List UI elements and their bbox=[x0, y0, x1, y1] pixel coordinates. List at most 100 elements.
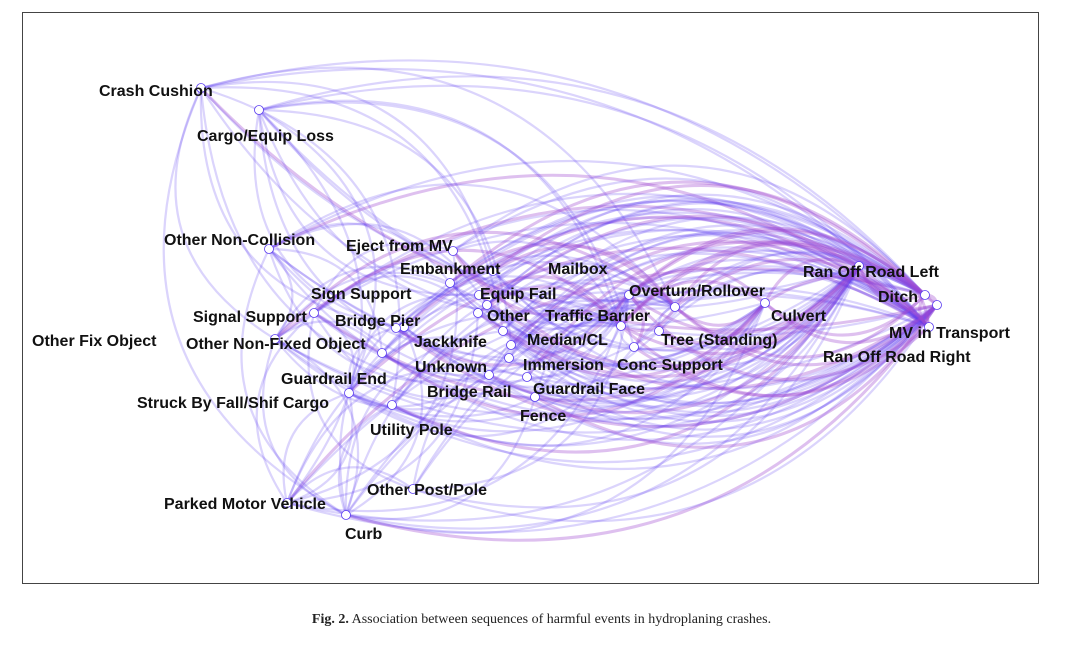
node-label-embankment: Embankment bbox=[400, 261, 501, 278]
edge-eject-from-mv-median-cl bbox=[451, 240, 623, 328]
edge-tree-standing-mv-in-transport bbox=[657, 303, 939, 383]
edge-other-non-collision-bridge-rail bbox=[267, 247, 491, 383]
edge-other-fix-object-ditch bbox=[273, 204, 927, 341]
edge-other-fix-object-traffic-barrier bbox=[273, 230, 677, 341]
node-layer bbox=[196, 83, 942, 520]
edge-other-fix-object-curb bbox=[261, 337, 348, 517]
edge-signal-support-ran-off-road-left bbox=[312, 264, 861, 402]
edge-guardrail-end-ran-off-road-right bbox=[380, 228, 931, 355]
edge-immersion-ran-off-road-right bbox=[507, 246, 931, 360]
edge-traffic-barrier-median-cl bbox=[619, 305, 677, 332]
edge-curb-utility-pole bbox=[337, 403, 394, 517]
edge-ran-off-road-right-overturn-rollover bbox=[627, 293, 931, 381]
node-other-fix-object bbox=[270, 334, 280, 344]
edge-immersion-overturn-rollover bbox=[507, 293, 631, 364]
edge-struck-by-fall-shif-cargo-sign-support bbox=[347, 293, 481, 395]
edge-cargo-equip-loss-ditch bbox=[257, 75, 927, 297]
edge-signal-support-overturn-rollover bbox=[312, 293, 631, 377]
node-overturn-rollover bbox=[624, 290, 634, 300]
edge-unknown-ditch bbox=[509, 224, 927, 347]
edge-utility-pole-ran-off-road-right bbox=[390, 252, 931, 407]
edge-immersion-mv-in-transport bbox=[507, 303, 939, 431]
node-label-other-non-collision: Other Non-Collision bbox=[164, 232, 315, 249]
edge-crash-cushion-ran-off-road-left bbox=[199, 86, 861, 303]
edge-other-overturn-rollover bbox=[476, 293, 631, 340]
edge-eject-from-mv-overturn-rollover bbox=[451, 249, 631, 318]
node-label-other-fix-object: Other Fix Object bbox=[32, 333, 157, 350]
edge-guardrail-end-ran-off-road-left bbox=[380, 264, 861, 423]
edge-jackknife-ditch bbox=[501, 216, 927, 333]
node-other bbox=[473, 308, 483, 318]
node-label-mv-in-transport: MV in Transport bbox=[889, 325, 1011, 342]
node-label-traffic-barrier: Traffic Barrier bbox=[545, 308, 650, 325]
edge-crash-cushion-traffic-barrier bbox=[199, 66, 677, 309]
edge-other-ran-off-road-left bbox=[476, 264, 861, 379]
edge-sign-support-ran-off-road-right bbox=[477, 208, 931, 329]
edge-ran-off-road-right-culvert bbox=[763, 275, 931, 329]
node-label-conc-support: Conc Support bbox=[617, 357, 723, 374]
edge-other-ran-off-road-right bbox=[476, 217, 931, 329]
node-other-non-fixed-object bbox=[391, 323, 401, 333]
edge-crash-cushion-ran-off-road-right bbox=[199, 67, 931, 329]
node-guardrail-face bbox=[522, 372, 532, 382]
node-label-guardrail-end: Guardrail End bbox=[281, 371, 387, 388]
edge-struck-by-fall-shif-cargo-other-non-fixed-object bbox=[347, 326, 398, 395]
node-label-culvert: Culvert bbox=[771, 308, 827, 325]
edge-bridge-rail-ran-off-road-left bbox=[487, 264, 861, 415]
node-label-fence: Fence bbox=[520, 408, 566, 425]
edge-unknown-overturn-rollover bbox=[509, 293, 631, 354]
edge-embankment-traffic-barrier bbox=[448, 242, 677, 309]
node-label-ran-off-road-left: Ran Off Road Left bbox=[803, 264, 940, 281]
edge-parked-motor-vehicle-guardrail-face bbox=[285, 366, 529, 505]
node-conc-support bbox=[629, 342, 639, 352]
edge-mailbox-ran-off-road-left bbox=[491, 264, 861, 352]
node-label-bridge-rail: Bridge Rail bbox=[427, 384, 511, 401]
node-struck-by-fall-shif-cargo bbox=[344, 388, 354, 398]
node-label-jackknife: Jackknife bbox=[414, 334, 487, 351]
edge-mv-in-transport-median-cl bbox=[619, 242, 939, 328]
node-tree-standing bbox=[654, 326, 664, 336]
edge-other-non-fixed-object-mv-in-transport bbox=[394, 303, 939, 429]
edge-ditch-ran-off-road-left bbox=[857, 264, 927, 301]
edge-bridge-pier-culvert bbox=[402, 301, 767, 398]
edge-struck-by-fall-shif-cargo-mv-in-transport bbox=[347, 303, 939, 464]
edge-struck-by-fall-shif-cargo-median-cl bbox=[347, 292, 623, 395]
edge-signal-support-ditch bbox=[312, 192, 927, 315]
node-mv-in-transport bbox=[932, 300, 942, 310]
edge-cargo-equip-loss-parked-motor-vehicle bbox=[257, 108, 363, 505]
node-jackknife bbox=[498, 326, 508, 336]
node-guardrail-end bbox=[377, 348, 387, 358]
edge-ditch-median-cl bbox=[619, 239, 927, 328]
edge-mv-in-transport-ran-off-road-left bbox=[857, 264, 939, 310]
node-ditch bbox=[920, 290, 930, 300]
edge-jackknife-culvert bbox=[501, 301, 767, 379]
edge-other-non-fixed-object-overturn-rollover bbox=[394, 293, 631, 367]
edge-crash-cushion-other-fix-object bbox=[174, 86, 277, 341]
edge-other-non-collision-equip-fail bbox=[267, 222, 489, 307]
node-label-guardrail-face: Guardrail Face bbox=[533, 381, 645, 398]
edge-other-fix-object-bridge-rail bbox=[273, 337, 491, 408]
network-diagram: Crash Cushion Cargo/Equip Loss Other Non-C… bbox=[32, 59, 1011, 543]
node-cargo-equip-loss bbox=[254, 105, 264, 115]
edge-curb-ran-off-road-right bbox=[344, 294, 931, 517]
edge-fence-culvert bbox=[533, 301, 767, 414]
edge-immersion-ran-off-road-left bbox=[507, 264, 861, 399]
caption-label: Fig. 2. bbox=[311, 612, 349, 627]
edge-cargo-equip-loss-immersion bbox=[257, 108, 511, 360]
edge-unknown-median-cl bbox=[509, 308, 623, 347]
edge-parked-motor-vehicle-other bbox=[285, 311, 480, 505]
edge-conc-support-ran-off-road-right bbox=[632, 269, 931, 349]
edge-ditch-traffic-barrier bbox=[673, 293, 927, 359]
edge-other-non-collision-guardrail-end bbox=[267, 247, 384, 355]
edge-signal-support-struck-by-fall-shif-cargo bbox=[312, 311, 355, 395]
node-unknown bbox=[506, 340, 516, 350]
edge-ran-off-road-left-traffic-barrier bbox=[673, 241, 861, 309]
edge-bridge-pier-traffic-barrier bbox=[402, 254, 677, 329]
node-label-median-cl: Median/CL bbox=[527, 332, 608, 349]
edge-bridge-rail-mv-in-transport bbox=[487, 303, 939, 445]
node-label-eject-from-mv: Eject from MV bbox=[346, 238, 453, 255]
edge-embankment-ran-off-road-left bbox=[448, 264, 861, 368]
edge-bridge-rail-ditch bbox=[487, 231, 927, 377]
edge-sign-support-ditch bbox=[477, 193, 927, 297]
edge-curb-ran-off-road-left bbox=[344, 264, 861, 530]
